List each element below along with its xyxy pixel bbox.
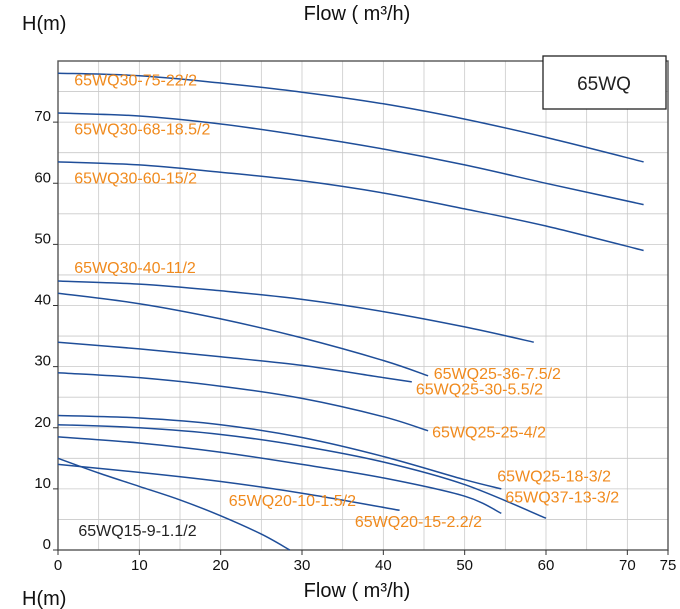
curve-65wq30-40-11-2	[57, 280, 534, 343]
ticks: 0 10 20 30 40 50 60 70 75 0 10 20 30 40 50 60 70	[34, 108, 676, 574]
top-x-axis-label: Flow ( m³/h)	[304, 3, 411, 25]
curve-label-65wq20-15-2-2-2: 65WQ20-15-2.2/2	[355, 514, 482, 531]
curve-65wq20-10-1-5-2	[57, 463, 400, 512]
y-tick-label: 40	[34, 292, 51, 309]
curve-65wq37-13-3-2	[57, 423, 547, 519]
curve-label-65wq30-60-15-2: 65WQ30-60-15/2	[74, 170, 197, 187]
x-tick-label: 0	[54, 557, 62, 574]
curve-65wq20-15-2-2-2	[57, 436, 502, 514]
curve-65wq30-75-22-2	[57, 72, 644, 163]
curve-label-65wq25-30-5-5-2: 65WQ25-30-5.5/2	[416, 382, 543, 399]
curves	[57, 72, 644, 551]
model-box: 65WQ	[542, 55, 667, 110]
x-axis-label: Flow ( m³/h)	[304, 580, 411, 602]
model-box-frame	[542, 55, 667, 110]
curve-65wq25-30-5-5-2	[57, 341, 412, 383]
y-tick-label: 0	[43, 536, 51, 553]
curve-label-65wq30-75-22-2: 65WQ30-75-22/2	[74, 72, 197, 89]
top-y-axis-label: H(m)	[22, 13, 66, 35]
x-tick-label: 10	[131, 557, 148, 574]
y-tick-label: 70	[34, 108, 51, 125]
curve-65wq30-68-18-5-2	[57, 112, 644, 206]
x-tick-label: 50	[456, 557, 473, 574]
curve-65wq25-18-3-2	[57, 414, 502, 490]
y-tick-label: 60	[34, 169, 51, 186]
x-tick-label: 20	[212, 557, 229, 574]
y-tick-label: 30	[34, 353, 51, 370]
curve-label-65wq20-10-1-5-2: 65WQ20-10-1.5/2	[229, 493, 356, 510]
curve-label-65wq30-40-11-2: 65WQ30-40-11/2	[74, 260, 196, 277]
curve-label-65wq37-13-3-2: 65WQ37-13-3/2	[505, 489, 619, 506]
curve-label-65wq25-36-7-5-2: 65WQ25-36-7.5/2	[434, 366, 561, 383]
y-tick-label: 50	[34, 230, 51, 247]
curve-65wq25-25-4-2	[57, 371, 429, 432]
y-axis-label: H(m)	[22, 588, 66, 609]
curve-65wq15-9-1-1-2	[57, 457, 291, 551]
x-tick-label: 60	[538, 557, 555, 574]
x-tick-label: 70	[619, 557, 636, 574]
curve-65wq25-36-7-5-2	[57, 292, 429, 377]
x-tick-label: 30	[294, 557, 311, 574]
curve-label-65wq15-9-1-1-2: 65WQ15-9-1.1/2	[78, 523, 196, 540]
chart-title: 65WQ	[577, 74, 631, 95]
x-tick-label: 75	[660, 557, 677, 574]
y-tick-label: 10	[34, 475, 51, 492]
y-tick-label: 20	[34, 414, 51, 431]
x-tick-label: 40	[375, 557, 392, 574]
grid	[57, 60, 669, 551]
curve-labels: 65WQ30-75-22/2 65WQ30-68-18.5/2 65WQ30-60-…	[74, 72, 619, 539]
curve-label-65wq25-25-4-2: 65WQ25-25-4/2	[432, 425, 546, 442]
curve-65wq30-60-15-2	[57, 161, 644, 252]
curve-label-65wq25-18-3-2: 65WQ25-18-3/2	[497, 469, 611, 486]
curve-label-65wq30-68-18-5-2: 65WQ30-68-18.5/2	[74, 121, 210, 138]
